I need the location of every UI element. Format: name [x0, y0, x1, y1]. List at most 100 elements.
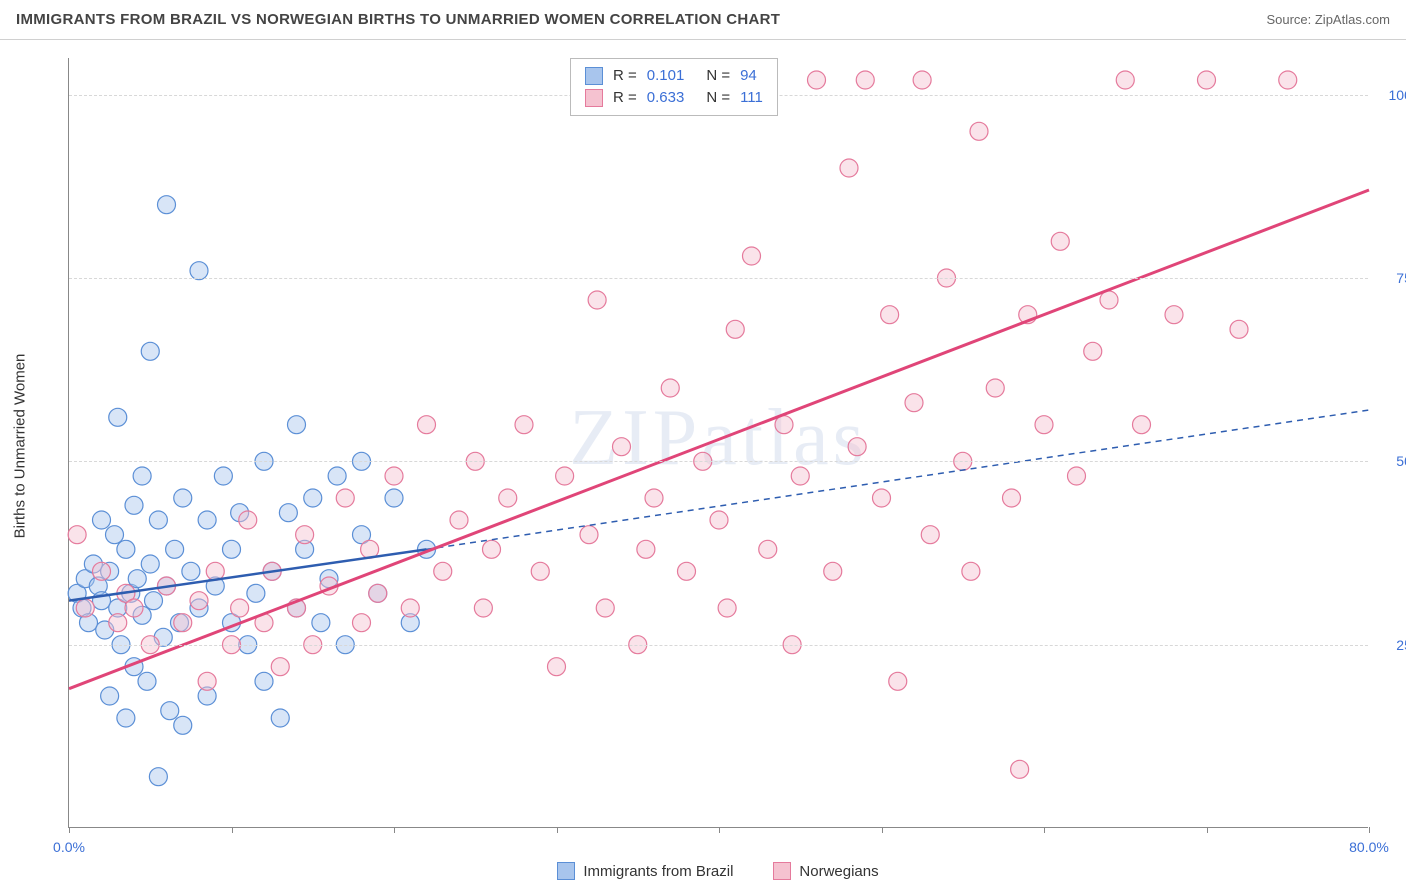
- x-tick: [1369, 827, 1370, 833]
- data-point: [759, 540, 777, 558]
- data-point: [198, 672, 216, 690]
- x-tick: [1044, 827, 1045, 833]
- data-point: [117, 709, 135, 727]
- y-axis-label: Births to Unmarried Women: [12, 354, 29, 539]
- y-tick-label: 75.0%: [1376, 270, 1406, 286]
- data-point: [125, 496, 143, 514]
- data-point: [1198, 71, 1216, 89]
- data-point: [255, 672, 273, 690]
- data-point: [531, 562, 549, 580]
- data-point: [223, 540, 241, 558]
- data-point: [1035, 416, 1053, 434]
- data-point: [881, 306, 899, 324]
- data-point: [304, 489, 322, 507]
- data-point: [905, 394, 923, 412]
- data-point: [1011, 760, 1029, 778]
- x-tick: [557, 827, 558, 833]
- data-point: [913, 71, 931, 89]
- data-point: [873, 489, 891, 507]
- y-tick-label: 50.0%: [1376, 453, 1406, 469]
- data-point: [588, 291, 606, 309]
- x-tick-label: 0.0%: [53, 839, 85, 855]
- data-point: [921, 526, 939, 544]
- x-tick: [882, 827, 883, 833]
- data-point: [125, 599, 143, 617]
- data-point: [1133, 416, 1151, 434]
- data-point: [161, 702, 179, 720]
- y-tick-label: 25.0%: [1376, 637, 1406, 653]
- gridline: [69, 461, 1368, 462]
- data-point: [418, 416, 436, 434]
- data-point: [353, 614, 371, 632]
- source-label: Source: ZipAtlas.com: [1266, 12, 1390, 27]
- data-point: [499, 489, 517, 507]
- legend-stats-row: R = 0.101N = 94: [585, 65, 763, 87]
- data-point: [856, 71, 874, 89]
- data-point: [1279, 71, 1297, 89]
- data-point: [214, 467, 232, 485]
- data-point: [848, 438, 866, 456]
- data-point: [247, 584, 265, 602]
- legend-swatch: [585, 67, 603, 85]
- data-point: [138, 672, 156, 690]
- data-point: [117, 540, 135, 558]
- x-tick: [232, 827, 233, 833]
- data-point: [962, 562, 980, 580]
- data-point: [840, 159, 858, 177]
- title-bar: IMMIGRANTS FROM BRAZIL VS NORWEGIAN BIRT…: [0, 0, 1406, 40]
- data-point: [190, 592, 208, 610]
- legend-r-value: 0.101: [647, 65, 685, 87]
- legend-r-label: R =: [613, 65, 637, 87]
- legend-swatch: [773, 862, 791, 880]
- legend-n-value: 111: [740, 87, 763, 109]
- plot-area: ZIPatlas 25.0%50.0%75.0%100.0%0.0%80.0%: [68, 58, 1368, 828]
- data-point: [174, 716, 192, 734]
- data-point: [239, 511, 257, 529]
- gridline: [69, 645, 1368, 646]
- legend-swatch: [585, 89, 603, 107]
- legend-label: Norwegians: [799, 863, 878, 880]
- legend-stats-row: R = 0.633N = 111: [585, 87, 763, 109]
- x-tick-label: 80.0%: [1349, 839, 1389, 855]
- data-point: [637, 540, 655, 558]
- data-point: [288, 416, 306, 434]
- data-point: [174, 489, 192, 507]
- data-point: [93, 562, 111, 580]
- data-point: [101, 687, 119, 705]
- data-point: [106, 526, 124, 544]
- chart-title: IMMIGRANTS FROM BRAZIL VS NORWEGIAN BIRT…: [16, 11, 780, 28]
- data-point: [133, 467, 151, 485]
- data-point: [710, 511, 728, 529]
- data-point: [158, 196, 176, 214]
- data-point: [1084, 342, 1102, 360]
- data-point: [401, 599, 419, 617]
- legend-item: Norwegians: [773, 862, 878, 880]
- legend-bottom: Immigrants from BrazilNorwegians: [68, 862, 1368, 880]
- data-point: [231, 599, 249, 617]
- data-point: [556, 467, 574, 485]
- y-tick-label: 100.0%: [1376, 87, 1406, 103]
- data-point: [515, 416, 533, 434]
- data-point: [296, 526, 314, 544]
- data-point: [385, 489, 403, 507]
- data-point: [166, 540, 184, 558]
- data-point: [1051, 232, 1069, 250]
- data-point: [645, 489, 663, 507]
- data-point: [149, 511, 167, 529]
- data-point: [808, 71, 826, 89]
- data-point: [336, 489, 354, 507]
- x-tick: [1207, 827, 1208, 833]
- legend-n-label: N =: [706, 87, 730, 109]
- data-point: [198, 511, 216, 529]
- legend-r-label: R =: [613, 87, 637, 109]
- scatter-plot-svg: [69, 58, 1368, 827]
- data-point: [190, 262, 208, 280]
- data-point: [1068, 467, 1086, 485]
- x-tick: [394, 827, 395, 833]
- data-point: [271, 709, 289, 727]
- data-point: [434, 562, 452, 580]
- data-point: [743, 247, 761, 265]
- data-point: [279, 504, 297, 522]
- data-point: [1003, 489, 1021, 507]
- x-tick: [69, 827, 70, 833]
